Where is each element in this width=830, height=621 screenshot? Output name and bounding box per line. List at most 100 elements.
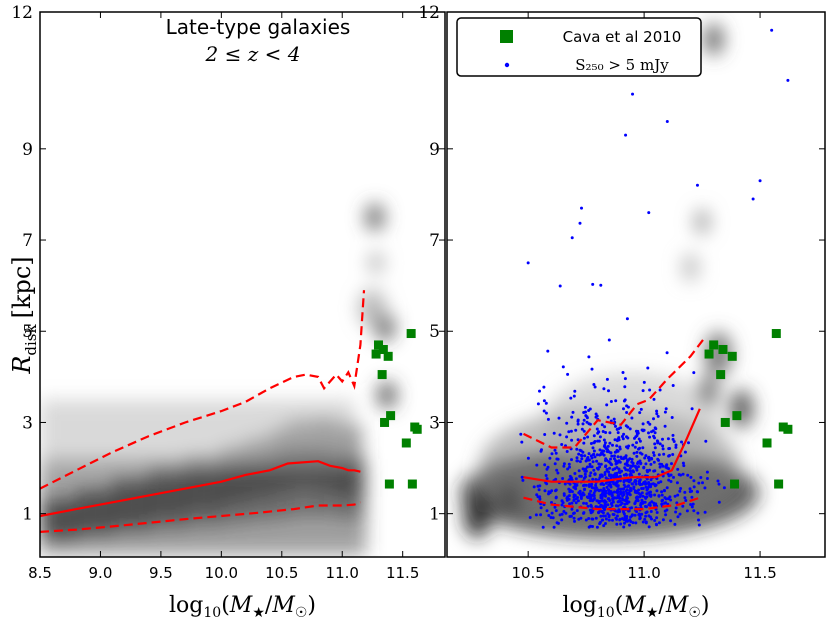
data-point xyxy=(545,477,549,481)
y-axis-label-sub: disk xyxy=(22,323,40,355)
data-point xyxy=(690,495,694,499)
data-point xyxy=(627,484,631,488)
data-point xyxy=(671,433,675,437)
data-point xyxy=(536,495,540,499)
data-point xyxy=(634,482,638,486)
data-point xyxy=(655,439,659,443)
data-point xyxy=(703,486,707,490)
data-point xyxy=(570,415,574,419)
data-point xyxy=(615,444,619,448)
data-point xyxy=(751,197,755,201)
data-point xyxy=(616,504,620,508)
data-point xyxy=(586,456,590,459)
data-point xyxy=(573,389,577,393)
data-point xyxy=(638,411,642,415)
data-point xyxy=(521,478,525,482)
data-point xyxy=(622,407,625,411)
data-point xyxy=(669,498,673,502)
data-point xyxy=(623,385,627,389)
data-point xyxy=(622,505,626,509)
data-point xyxy=(582,511,585,515)
data-point xyxy=(601,430,605,433)
data-point xyxy=(619,503,623,507)
x-tick-label: 9.0 xyxy=(89,564,113,582)
data-point xyxy=(604,505,608,509)
data-point xyxy=(661,447,665,451)
data-point xyxy=(661,464,665,468)
data-point xyxy=(542,399,546,403)
data-point xyxy=(659,480,663,484)
data-point xyxy=(562,510,566,513)
data-point xyxy=(541,525,545,529)
data-point xyxy=(526,456,530,460)
data-point xyxy=(607,389,610,393)
data-point xyxy=(716,370,726,380)
data-point xyxy=(672,475,675,479)
data-point xyxy=(633,445,637,449)
data-point xyxy=(658,388,662,392)
data-point xyxy=(591,446,595,450)
data-point xyxy=(626,463,630,467)
data-point xyxy=(639,501,643,505)
data-point xyxy=(660,490,664,494)
data-point xyxy=(635,441,638,445)
data-point xyxy=(606,512,610,516)
data-point xyxy=(602,487,606,490)
data-point xyxy=(623,498,627,502)
data-point xyxy=(578,221,582,225)
x-tick-label: 9.5 xyxy=(149,564,173,582)
data-point xyxy=(692,371,696,375)
data-point xyxy=(589,442,593,445)
data-point xyxy=(605,485,609,489)
data-point xyxy=(566,372,570,376)
y-tick-label: 5 xyxy=(22,322,33,342)
data-point xyxy=(384,479,394,489)
data-point xyxy=(610,454,614,458)
data-point xyxy=(620,469,624,473)
data-point xyxy=(568,502,572,506)
data-point xyxy=(633,480,637,484)
data-point xyxy=(602,438,606,442)
data-point xyxy=(609,400,613,403)
data-point xyxy=(580,206,584,210)
data-point xyxy=(604,522,607,525)
data-point xyxy=(625,496,629,500)
data-point xyxy=(649,482,653,486)
data-point xyxy=(550,452,554,456)
data-point xyxy=(629,515,633,519)
data-point xyxy=(616,500,620,504)
data-point xyxy=(580,427,584,431)
data-point xyxy=(638,515,642,518)
data-point xyxy=(619,426,622,430)
data-point xyxy=(640,491,644,495)
data-point xyxy=(618,447,622,451)
data-point xyxy=(619,492,622,496)
data-point xyxy=(583,487,587,491)
x-tick-label: 11.0 xyxy=(326,564,359,582)
data-point xyxy=(601,511,605,515)
svg-text:Rdisk[kpc]: Rdisk [kpc] xyxy=(8,256,40,374)
data-point xyxy=(566,495,570,499)
data-point xyxy=(783,424,793,434)
data-point xyxy=(583,483,586,487)
data-point xyxy=(664,497,668,501)
data-point xyxy=(699,476,703,479)
data-point xyxy=(635,454,639,458)
data-point xyxy=(661,470,664,474)
data-point xyxy=(616,494,620,498)
data-point xyxy=(618,517,622,521)
data-point xyxy=(568,465,571,469)
data-point xyxy=(614,459,618,463)
data-point xyxy=(553,505,557,509)
data-point xyxy=(615,517,619,521)
data-point xyxy=(600,423,604,427)
data-point xyxy=(549,516,553,519)
data-point xyxy=(597,511,601,515)
data-point xyxy=(554,451,558,455)
data-point xyxy=(704,349,714,359)
data-point xyxy=(595,453,599,457)
data-point xyxy=(641,389,645,393)
data-point xyxy=(615,448,619,452)
data-point xyxy=(703,510,707,514)
data-point xyxy=(539,506,543,510)
